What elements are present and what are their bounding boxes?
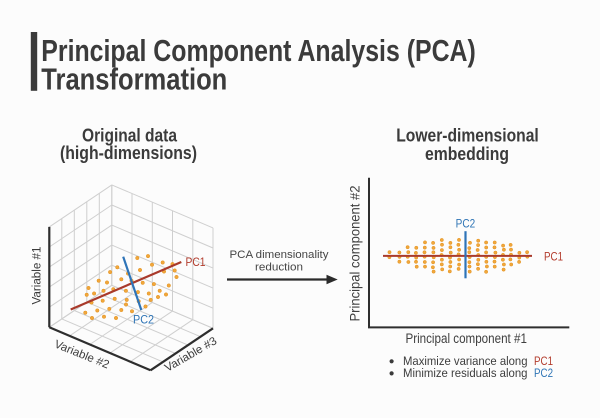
- svg-text:Original data: Original data: [82, 126, 178, 146]
- svg-text:embedding: embedding: [425, 144, 509, 164]
- svg-text:Variable #1: Variable #1: [32, 247, 44, 305]
- svg-text:PC2: PC2: [534, 366, 553, 380]
- svg-text:Lower-dimensional: Lower-dimensional: [396, 126, 539, 146]
- svg-text:PC2: PC2: [133, 312, 154, 326]
- svg-text:PC1: PC1: [534, 354, 553, 368]
- svg-text:PC1: PC1: [544, 250, 563, 264]
- svg-text:Maximize variance along: Maximize variance along: [403, 354, 528, 368]
- svg-text:(high-dimensions): (high-dimensions): [60, 143, 197, 163]
- svg-text:Transformation: Transformation: [41, 62, 227, 97]
- svg-text:Principal component #1: Principal component #1: [405, 331, 527, 346]
- svg-text:PCA dimensionality: PCA dimensionality: [230, 249, 329, 261]
- svg-text:PC2: PC2: [456, 216, 476, 230]
- svg-text:Principal Component Analysis (: Principal Component Analysis (PCA): [41, 33, 476, 68]
- svg-text:Principal component #2: Principal component #2: [348, 186, 363, 322]
- svg-text:Minimize residuals along: Minimize residuals along: [403, 366, 528, 380]
- svg-text:PC1: PC1: [186, 255, 206, 269]
- svg-text:reduction: reduction: [255, 261, 303, 273]
